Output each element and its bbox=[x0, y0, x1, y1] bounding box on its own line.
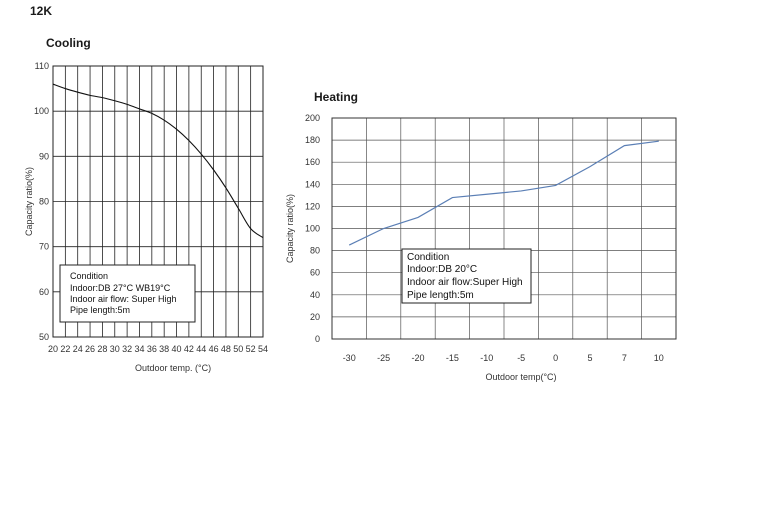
heating-x-tick-label: -15 bbox=[446, 353, 459, 363]
heating-condition-line: Pipe length:5m bbox=[407, 290, 474, 301]
cooling-x-tick-label: 24 bbox=[73, 344, 83, 354]
heating-series-line bbox=[348, 140, 659, 246]
cooling-y-tick-label: 100 bbox=[34, 106, 49, 116]
heating-x-tick-label: -30 bbox=[343, 353, 356, 363]
cooling-x-tick-label: 32 bbox=[122, 344, 132, 354]
heating-x-tick-label: -5 bbox=[517, 353, 525, 363]
cooling-y-tick-label: 90 bbox=[39, 151, 49, 161]
cooling-x-tick-label: 20 bbox=[48, 344, 58, 354]
cooling-plot-frame bbox=[52, 65, 264, 338]
cooling-condition-line: Indoor:DB 27°C WB19°C bbox=[70, 283, 171, 293]
heating-x-tick-label: 7 bbox=[622, 353, 627, 363]
heating-x-tick-label: -25 bbox=[377, 353, 390, 363]
heating-y-tick-label: 200 bbox=[305, 113, 320, 123]
cooling-condition-line: Indoor air flow: Super High bbox=[70, 294, 177, 304]
cooling-x-tick-label: 44 bbox=[196, 344, 206, 354]
cooling-y-tick-label: 70 bbox=[39, 242, 49, 252]
cooling-x-tick-label: 38 bbox=[159, 344, 169, 354]
cooling-x-tick-label: 40 bbox=[172, 344, 182, 354]
cooling-x-tick-label: 28 bbox=[97, 344, 107, 354]
heating-y-tick-label: 80 bbox=[310, 246, 320, 256]
heating-y-tick-label: 100 bbox=[305, 224, 320, 234]
cooling-condition-heading: Condition bbox=[70, 271, 108, 281]
heating-y-tick-label: 40 bbox=[310, 290, 320, 300]
cooling-series-line bbox=[52, 83, 264, 239]
cooling-y-tick-label: 60 bbox=[39, 287, 49, 297]
heating-condition-heading: Condition bbox=[407, 252, 449, 263]
cooling-y-tick-label: 110 bbox=[35, 61, 49, 71]
cooling-x-tick-label: 34 bbox=[134, 344, 144, 354]
heating-condition-box bbox=[401, 248, 532, 304]
heating-y-tick-label: 120 bbox=[305, 201, 320, 211]
heating-x-tick-label: 0 bbox=[553, 353, 558, 363]
cooling-x-tick-label: 42 bbox=[184, 344, 194, 354]
heating-x-tick-label: 10 bbox=[654, 353, 664, 363]
page-title: 12K bbox=[30, 4, 53, 18]
cooling-x-tick-label: 50 bbox=[233, 344, 243, 354]
heating-y-tick-label: 140 bbox=[305, 179, 320, 189]
heating-y-tick-label: 20 bbox=[310, 312, 320, 322]
heating-y-tick-label: 180 bbox=[305, 135, 320, 145]
heating-y-axis-label: Capacity ratio(%) bbox=[285, 194, 295, 263]
heating-x-axis-label: Outdoor temp(°C) bbox=[485, 372, 556, 382]
cooling-x-tick-label: 46 bbox=[209, 344, 219, 354]
cooling-condition-line: Pipe length:5m bbox=[70, 305, 130, 315]
cooling-y-tick-label: 50 bbox=[39, 332, 49, 342]
cooling-condition-box bbox=[59, 264, 196, 323]
heating-y-tick-label: 160 bbox=[305, 157, 320, 167]
heating-x-tick-label: -10 bbox=[480, 353, 493, 363]
heating-plot-frame bbox=[331, 117, 677, 340]
cooling-x-tick-label: 52 bbox=[246, 344, 256, 354]
heating-condition-line: Indoor air flow:Super High bbox=[407, 277, 523, 288]
cooling-y-axis-label: Capacity ratio(%) bbox=[24, 167, 34, 236]
heating-condition-line: Indoor:DB 20°C bbox=[407, 264, 477, 275]
cooling-chart-title: Cooling bbox=[46, 36, 91, 50]
heating-y-tick-label: 0 bbox=[315, 334, 320, 344]
heating-x-tick-label: 5 bbox=[587, 353, 592, 363]
cooling-y-tick-label: 80 bbox=[39, 197, 49, 207]
cooling-x-tick-label: 54 bbox=[258, 344, 268, 354]
cooling-x-tick-label: 36 bbox=[147, 344, 157, 354]
cooling-x-tick-label: 22 bbox=[60, 344, 70, 354]
cooling-x-tick-label: 48 bbox=[221, 344, 231, 354]
cooling-x-axis-label: Outdoor temp. (°C) bbox=[135, 363, 211, 373]
heating-chart-title: Heating bbox=[314, 90, 359, 104]
cooling-x-tick-label: 26 bbox=[85, 344, 95, 354]
heating-x-tick-label: -20 bbox=[411, 353, 424, 363]
heating-y-tick-label: 60 bbox=[310, 268, 320, 278]
cooling-x-tick-label: 30 bbox=[110, 344, 120, 354]
